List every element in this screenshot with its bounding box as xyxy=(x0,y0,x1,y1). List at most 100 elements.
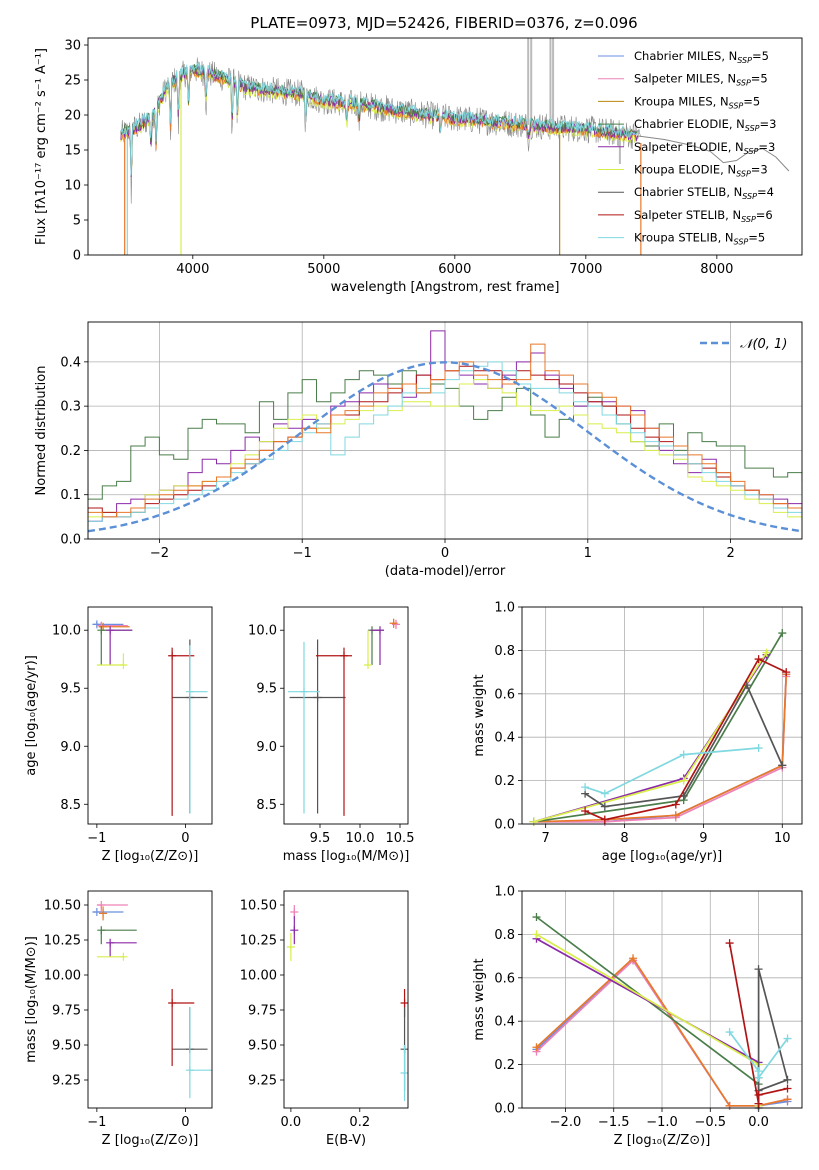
legend-entry: Salpeter STELIB, NSSP=6 xyxy=(634,208,773,224)
weight-point xyxy=(754,1090,763,1099)
legend-entry: 𝒩(0, 1) xyxy=(740,337,787,352)
y-tick-label: 9.75 xyxy=(248,1004,277,1019)
legend-entry-text: Kroupa STELIB, N xyxy=(634,231,734,245)
x-tick-label: 2 xyxy=(726,546,734,561)
y-tick-label: 9.25 xyxy=(52,1074,81,1089)
histogram-series xyxy=(88,343,802,518)
legend-entry-tail: =6 xyxy=(756,208,773,222)
legend-entry: Chabrier ELODIE, NSSP=3 xyxy=(634,117,776,133)
legend-entry-text: Chabrier ELODIE, N xyxy=(634,117,745,131)
y-tick-label: 20 xyxy=(64,109,81,124)
axes-frame xyxy=(87,606,213,825)
legend-entry: Salpeter MILES, NSSP=5 xyxy=(634,72,768,88)
x-tick-label: 0 xyxy=(181,1115,189,1130)
axes-frame xyxy=(87,890,213,1109)
y-tick-label: 10.25 xyxy=(44,934,81,949)
y-tick-label: 10.50 xyxy=(44,899,81,914)
legend-entry-subscript: SSP xyxy=(741,215,756,224)
y-tick-label: 5 xyxy=(73,214,81,229)
weight-lines xyxy=(529,629,791,826)
legend-entry: Kroupa STELIB, NSSP=5 xyxy=(634,231,765,247)
x-tick-label: 5000 xyxy=(307,262,340,277)
y-tick-label: 1.0 xyxy=(494,885,515,900)
data-point xyxy=(300,687,308,696)
gaussian-curve xyxy=(88,361,802,533)
chart-layer: 4000 5000 6000 7000 8000051015202530waveleng… xyxy=(24,37,803,1148)
weight-point xyxy=(532,930,541,939)
weight-vs-age-panel: 7 8 9 10 0.0 0.2 0.4 0.6 0.8 1.0 age [log₁₀(age/yr… xyxy=(472,601,803,864)
data-point xyxy=(400,1069,408,1077)
x-tick-label: 0.2 xyxy=(349,1115,370,1130)
weight-point xyxy=(532,1043,541,1052)
y-tick-label: 1.0 xyxy=(494,601,515,616)
legend-entry: Salpeter ELODIE, NSSP=3 xyxy=(634,140,775,156)
x-tick-label: −2 xyxy=(150,546,169,561)
x-tick-label: 0.0 xyxy=(281,1115,302,1130)
y-tick-label: 9.0 xyxy=(60,740,81,755)
x-tick-label: −2.0 xyxy=(550,1115,582,1130)
histogram-lines xyxy=(88,330,802,533)
legend-entry-tail: =5 xyxy=(743,94,760,108)
weight-point xyxy=(754,1073,763,1082)
data-point xyxy=(106,938,115,947)
y-tick-label: 0.0 xyxy=(494,1102,515,1117)
y-tick-label: 10.00 xyxy=(44,969,81,984)
y-tick-label: 9.25 xyxy=(248,1074,277,1089)
legend-entry-subscript: SSP xyxy=(742,192,757,201)
x-axis-label: age [log₁₀(age/yr)] xyxy=(602,849,723,864)
errorbar-points xyxy=(92,620,208,816)
y-tick-label: 0.4 xyxy=(60,355,81,370)
legend-entry-text: Salpeter MILES, N xyxy=(634,72,736,86)
axes-frame xyxy=(87,321,803,540)
y-tick-label: 0.4 xyxy=(494,731,515,746)
residuals-panel: −2 −1 0 1 2 0.0 0.1 0.2 0.3 0.4 (data-model)/error… xyxy=(34,321,803,579)
y-tick-label: 9.5 xyxy=(256,682,277,697)
spectrum-tail-line xyxy=(638,135,790,172)
figure-title: PLATE=0973, MJD=52426, FIBERID=0376, z=0… xyxy=(250,14,637,32)
x-tick-label: 0 xyxy=(181,831,189,846)
y-tick-label: 0.2 xyxy=(494,1058,515,1073)
x-tick-label: 10 xyxy=(774,831,791,846)
legend-entry-tail: =3 xyxy=(758,140,775,154)
weight-series-line xyxy=(584,747,759,795)
legend-entry-text: Salpeter STELIB, N xyxy=(634,208,741,222)
weight-point xyxy=(679,776,688,785)
data-point xyxy=(99,909,108,918)
histogram-series xyxy=(88,361,802,527)
weight-point xyxy=(783,1084,792,1093)
weight-point xyxy=(600,815,609,824)
y-axis-label: age [log₁₀(age/yr)] xyxy=(24,655,39,776)
x-tick-label: −1 xyxy=(87,831,106,846)
x-tick-label: 10.5 xyxy=(386,831,415,846)
weight-point xyxy=(783,1075,792,1084)
mass-vs-EBV-panel: 0.0 0.2 9.25 9.50 9.75 10.00 10.25 10.50 E(B-V) xyxy=(240,890,409,1148)
axes-frame xyxy=(521,890,803,1109)
data-point xyxy=(168,651,177,660)
y-tick-label: 0.0 xyxy=(494,818,515,833)
data-point xyxy=(389,619,398,628)
y-tick-label: 0.8 xyxy=(494,928,515,943)
y-tick-label: 8.5 xyxy=(256,798,277,813)
x-tick-label: 4000 xyxy=(176,262,209,277)
y-tick-label: 9.50 xyxy=(248,1039,277,1054)
legend-entry-subscript: SSP xyxy=(734,238,749,247)
legend-entry-subscript: SSP xyxy=(729,101,744,110)
weight-point xyxy=(778,761,787,770)
legend-entry: Kroupa ELODIE, NSSP=3 xyxy=(634,163,768,179)
y-tick-label: 9.75 xyxy=(52,1004,81,1019)
weight-point xyxy=(679,750,688,759)
y-tick-label: 10.0 xyxy=(52,624,81,639)
y-tick-label: 0.3 xyxy=(60,400,81,415)
legend-entry-subscript: SSP xyxy=(736,79,751,88)
y-axis-label: Flux [fλ10⁻¹⁷ erg cm⁻² s⁻¹ A⁻¹] xyxy=(34,48,49,245)
legend-entry-text: Kroupa MILES, N xyxy=(634,94,729,108)
weight-point xyxy=(600,789,609,798)
axes-frame xyxy=(521,606,803,825)
y-axis-label: mass weight xyxy=(472,674,487,756)
x-tick-label: 10.0 xyxy=(346,831,375,846)
axes-frame xyxy=(87,37,803,256)
data-point xyxy=(400,999,408,1007)
data-point xyxy=(119,661,128,670)
y-axis-label: Normed distribution xyxy=(34,366,49,496)
